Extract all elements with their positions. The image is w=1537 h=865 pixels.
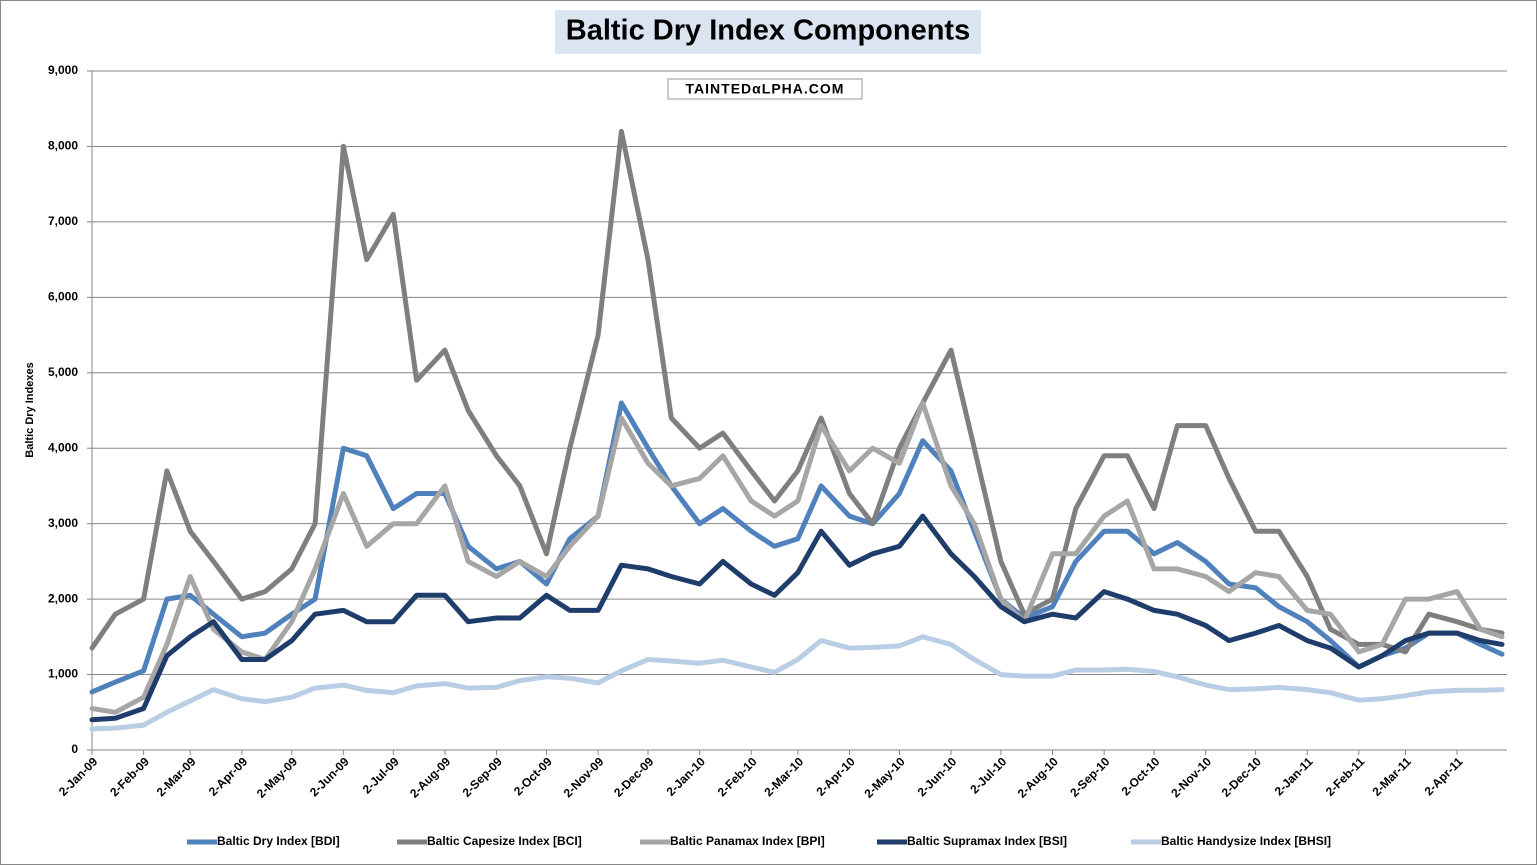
y-tick-label: 4,000 <box>48 440 78 454</box>
series-line <box>89 128 1505 655</box>
legend-label: Baltic Panamax Index [BPI] <box>670 834 825 848</box>
y-tick-label: 1,000 <box>48 667 78 681</box>
y-tick-label: 3,000 <box>48 516 78 530</box>
y-tick-label: 0 <box>71 742 78 756</box>
chart-title: Baltic Dry Index Components <box>566 15 970 47</box>
series-line <box>89 634 1505 732</box>
legend-label: Baltic Dry Index [BDI] <box>217 834 340 848</box>
watermark: TAINTEDαLPHA.COM <box>686 81 845 97</box>
series-line <box>89 513 1505 723</box>
title-box <box>555 10 981 54</box>
y-tick-label: 9,000 <box>48 63 78 77</box>
y-tick-label: 2,000 <box>48 591 78 605</box>
y-tick-label: 7,000 <box>48 214 78 228</box>
watermark-box <box>667 78 863 100</box>
y-axis-label: Baltic Dry Indexes <box>24 362 36 457</box>
y-tick-label: 6,000 <box>48 290 78 304</box>
y-tick-label: 8,000 <box>48 139 78 153</box>
legend-label: Baltic Handysize Index [BHSI] <box>1161 834 1331 848</box>
legend-label: Baltic Capesize Index [BCI] <box>427 834 582 848</box>
y-tick-label: 5,000 <box>48 365 78 379</box>
legend-label: Baltic Supramax Index [BSI] <box>907 834 1067 848</box>
series-line <box>89 400 1505 715</box>
